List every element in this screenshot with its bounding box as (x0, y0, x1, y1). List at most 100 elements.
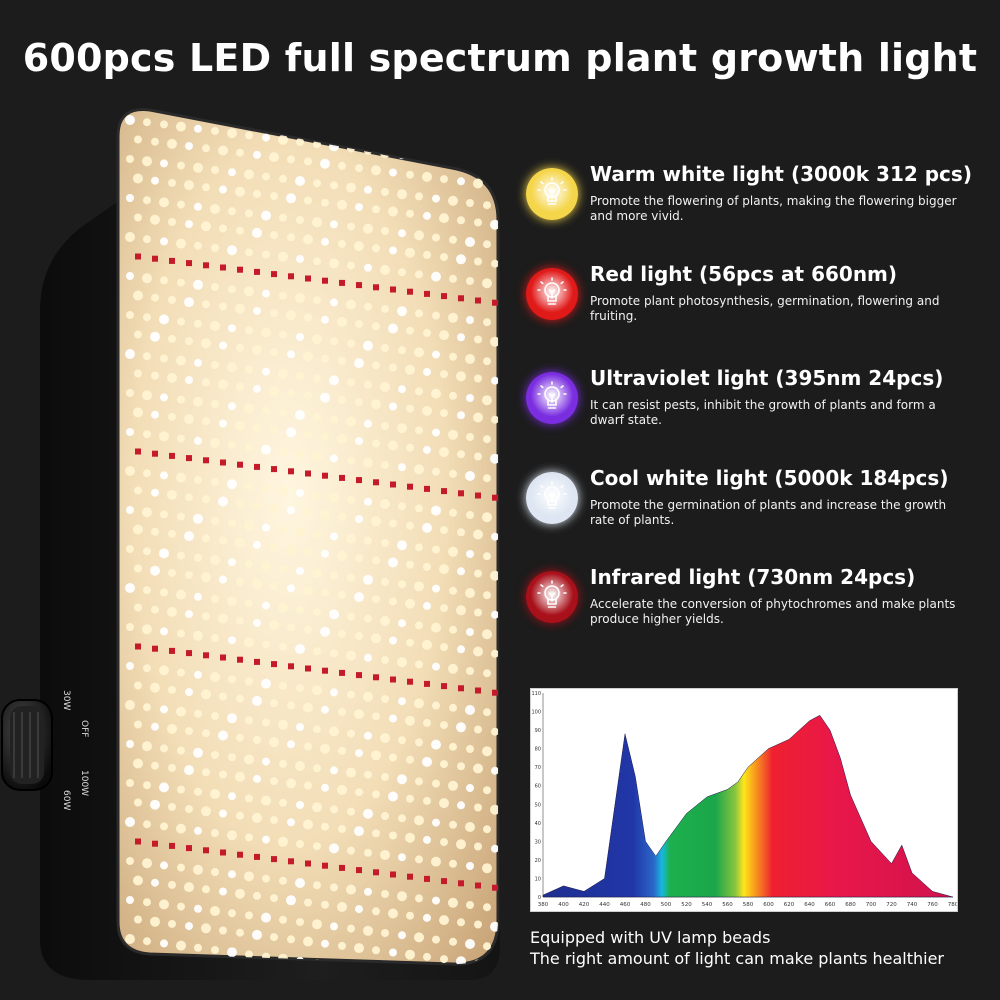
red-led (254, 268, 260, 275)
white-led (143, 469, 151, 478)
caption-line-2: The right amount of light can make plant… (530, 949, 944, 968)
white-led (235, 303, 245, 314)
white-led (279, 642, 287, 651)
white-led (185, 805, 193, 814)
white-led (253, 501, 261, 510)
white-led (398, 229, 406, 238)
red-led (356, 867, 362, 874)
white-led (405, 364, 415, 375)
white-led (380, 616, 390, 626)
white-led (126, 545, 134, 553)
white-led (432, 311, 440, 320)
white-led (388, 557, 398, 568)
white-led (397, 891, 407, 902)
white-led (262, 757, 270, 766)
white-led (159, 665, 169, 676)
white-led (244, 637, 254, 648)
white-led (279, 213, 287, 222)
white-led (253, 735, 261, 744)
white-led (236, 343, 244, 352)
white-led (228, 168, 236, 177)
white-led (236, 148, 244, 157)
white-led (219, 302, 227, 311)
white-led (448, 897, 458, 908)
white-led (159, 314, 169, 325)
white-led (142, 858, 152, 869)
white-led (134, 330, 142, 339)
white-led (278, 719, 288, 730)
white-led (414, 698, 424, 709)
white-led (143, 820, 151, 829)
white-led (354, 592, 364, 603)
white-led (474, 569, 482, 578)
white-led (126, 272, 134, 280)
white-led (440, 409, 448, 418)
white-led (235, 888, 245, 899)
white-led (304, 313, 312, 322)
y-tick-label: 0 (538, 895, 541, 901)
white-led (252, 695, 262, 706)
white-led (457, 333, 465, 342)
white-led (210, 321, 220, 331)
white-led (201, 923, 211, 934)
white-led (363, 808, 373, 819)
white-led (125, 817, 135, 827)
white-led (270, 231, 278, 240)
white-led (185, 376, 193, 385)
red-led (356, 282, 362, 289)
white-led (126, 311, 134, 319)
white-led (372, 439, 380, 448)
white-led (380, 850, 390, 860)
feature-desc: Promote plant photosynthesis, germinatio… (590, 294, 940, 323)
white-led (143, 352, 151, 361)
white-led (150, 331, 160, 342)
white-led (354, 826, 364, 837)
white-led (286, 427, 296, 438)
red-led (475, 297, 481, 304)
white-led (279, 915, 287, 924)
white-led (143, 703, 151, 712)
white-led (177, 785, 185, 794)
white-led (406, 170, 414, 179)
white-led (490, 336, 498, 347)
white-led (296, 138, 304, 146)
white-led (389, 402, 397, 411)
y-tick-label: 10 (535, 876, 541, 882)
white-led (398, 580, 406, 589)
white-led (456, 839, 466, 850)
white-led (194, 241, 202, 250)
white-led (151, 527, 159, 536)
white-led (432, 935, 440, 944)
white-led (219, 809, 227, 818)
white-led (474, 257, 482, 266)
red-led (271, 271, 277, 278)
white-led (364, 419, 372, 428)
white-led (364, 536, 372, 545)
white-led (490, 219, 498, 230)
red-led (458, 295, 464, 302)
white-led (313, 491, 321, 500)
white-led (150, 682, 160, 693)
ultraviolet-bulb-icon (526, 372, 578, 424)
y-tick-label: 80 (535, 747, 541, 753)
white-led (457, 762, 465, 771)
white-led (347, 495, 355, 504)
white-led (150, 916, 160, 927)
red-led (186, 455, 192, 462)
white-led (270, 309, 278, 318)
white-led (151, 488, 159, 497)
white-led (347, 690, 355, 699)
white-led (193, 162, 203, 173)
white-led (228, 558, 236, 567)
white-led (304, 898, 312, 907)
white-led (286, 778, 296, 789)
red-led (356, 672, 362, 679)
red-led (390, 871, 396, 878)
white-led (279, 408, 287, 417)
white-led (244, 754, 254, 765)
white-led (244, 871, 254, 882)
red-led (152, 645, 158, 652)
white-led (364, 497, 372, 506)
red-led (373, 479, 379, 486)
feature-desc: Promote the germination of plants and in… (590, 498, 947, 527)
